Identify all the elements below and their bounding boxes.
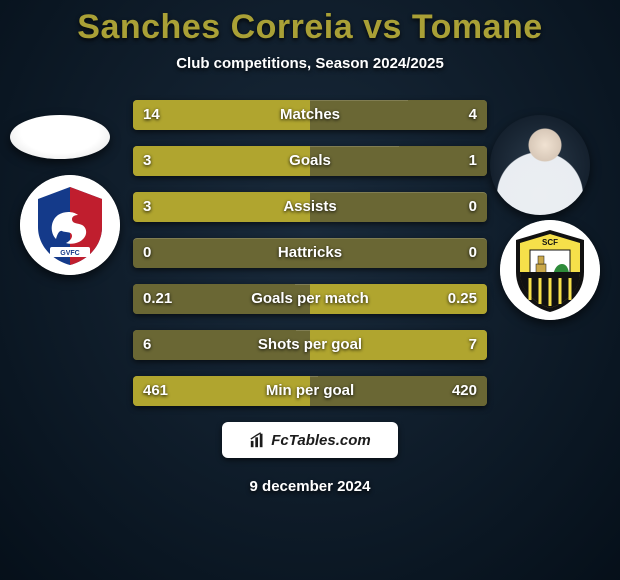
chart-icon [249,431,267,449]
footer-date: 9 december 2024 [0,478,620,495]
stat-label: Goals [133,146,487,176]
title-player-left: Sanches Correia [77,8,353,46]
stat-row: 461420Min per goal [133,376,487,406]
stat-label: Shots per goal [133,330,487,360]
stat-row: 30Assists [133,192,487,222]
comparison-card: Sanches Correia vs Tomane Club competiti… [0,0,620,580]
brand-chip: FcTables.com [222,422,398,458]
club-badge-right-svg: SCF [500,220,600,320]
subtitle: Club competitions, Season 2024/2025 [0,55,620,72]
player-photo-left [10,115,110,159]
brand-text: FcTables.com [271,432,370,449]
stat-label: Goals per match [133,284,487,314]
stat-row: 144Matches [133,100,487,130]
title-player-right: Tomane [412,8,543,46]
stat-row: 00Hattricks [133,238,487,268]
comparison-bars: 144Matches 31Goals 30Assists 00Hattricks 0.2… [133,100,487,406]
page-title: Sanches Correia vs Tomane [0,8,620,47]
stat-label: Hattricks [133,238,487,268]
club-badge-left-svg: GVFC [20,175,120,275]
club-badge-left: GVFC [20,175,120,275]
stat-label: Assists [133,192,487,222]
club-badge-right: SCF [500,220,600,320]
stat-row: 0.210.25Goals per match [133,284,487,314]
stat-label: Matches [133,100,487,130]
stat-label: Min per goal [133,376,487,406]
svg-text:SCF: SCF [542,238,558,247]
player-photo-right [490,115,590,215]
title-vs: vs [353,8,412,46]
stat-row: 31Goals [133,146,487,176]
stat-row: 67Shots per goal [133,330,487,360]
svg-text:GVFC: GVFC [60,250,79,257]
